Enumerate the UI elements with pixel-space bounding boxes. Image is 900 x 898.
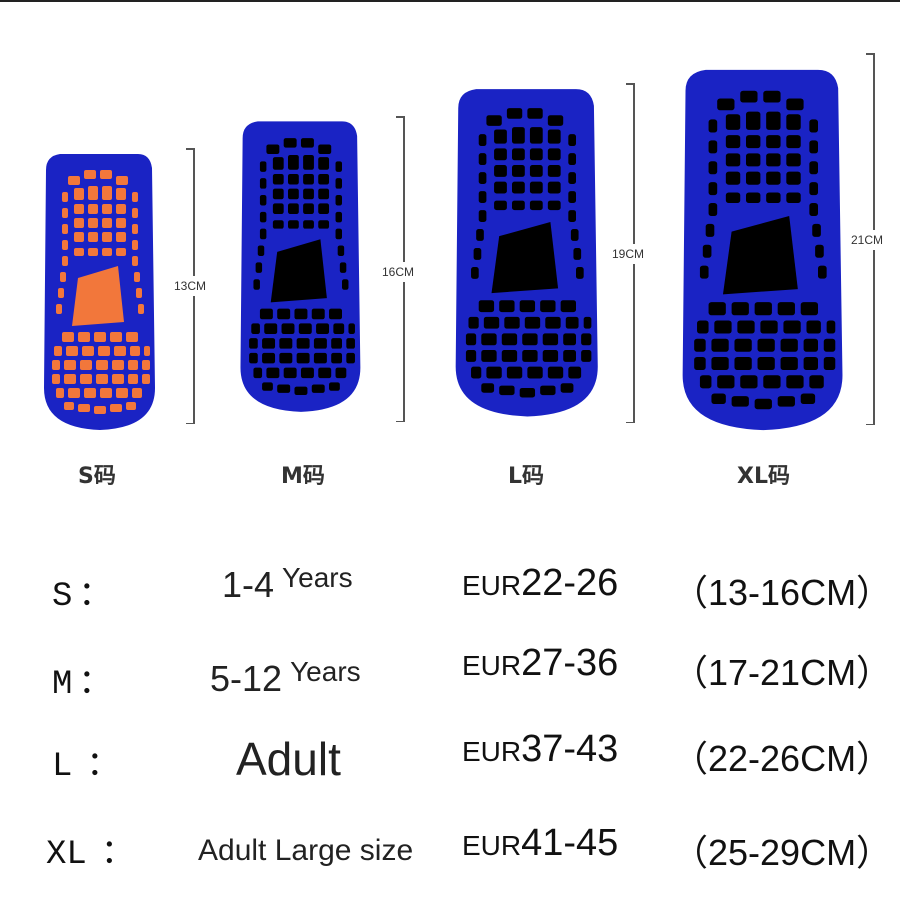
length-label-s: 13CM [174, 276, 207, 296]
foot-length-range: （22-26CM） [672, 738, 893, 779]
foot-length-range: （25-29CM） [672, 832, 893, 873]
age-range: Adult [236, 733, 341, 785]
length-label-xl: 21CM [851, 230, 884, 250]
sock-sole-icon [455, 89, 598, 417]
sock-sole-icon [240, 121, 361, 412]
sock-sole-icon [682, 69, 843, 431]
eur-size: EUR27-36 [462, 642, 619, 684]
length-label-m: 16CM [382, 262, 415, 282]
age-range: Adult Large size [198, 834, 414, 867]
sock-image-m [234, 115, 369, 415]
size-row-s: S： 1-4 Years EUR22-26 （13-16CM） [0, 560, 900, 630]
size-letter: M： [52, 666, 113, 704]
sock-image-xl [674, 62, 854, 434]
eur-size: EUR22-26 [462, 562, 619, 604]
size-code-xl: XL码 [737, 464, 790, 489]
foot-length-range: （13-16CM） [672, 572, 893, 613]
sock-image-l [448, 82, 608, 420]
size-row-l: L： Adult EUR37-43 （22-26CM） [0, 728, 900, 798]
size-code-l: L码 [508, 464, 545, 489]
length-label-l: 19CM [612, 244, 645, 264]
eur-size: EUR37-43 [462, 728, 619, 770]
size-row-xl: XL： Adult Large size EUR41-45 （25-29CM） [0, 818, 900, 888]
top-border [0, 0, 900, 2]
size-code-m: M码 [281, 464, 325, 489]
age-range: 5-12 Years [210, 656, 361, 699]
size-letter: L： [52, 748, 121, 786]
sock-image-s [38, 148, 163, 433]
size-letter: XL： [46, 836, 135, 874]
eur-size: EUR41-45 [462, 822, 619, 864]
foot-length-range: （17-21CM） [672, 652, 893, 693]
size-code-s: S码 [78, 464, 116, 489]
size-row-m: M： 5-12 Years EUR27-36 （17-21CM） [0, 642, 900, 712]
size-letter: S： [52, 578, 113, 616]
sock-sole-icon [44, 154, 155, 430]
age-range: 1-4 Years [222, 562, 353, 605]
